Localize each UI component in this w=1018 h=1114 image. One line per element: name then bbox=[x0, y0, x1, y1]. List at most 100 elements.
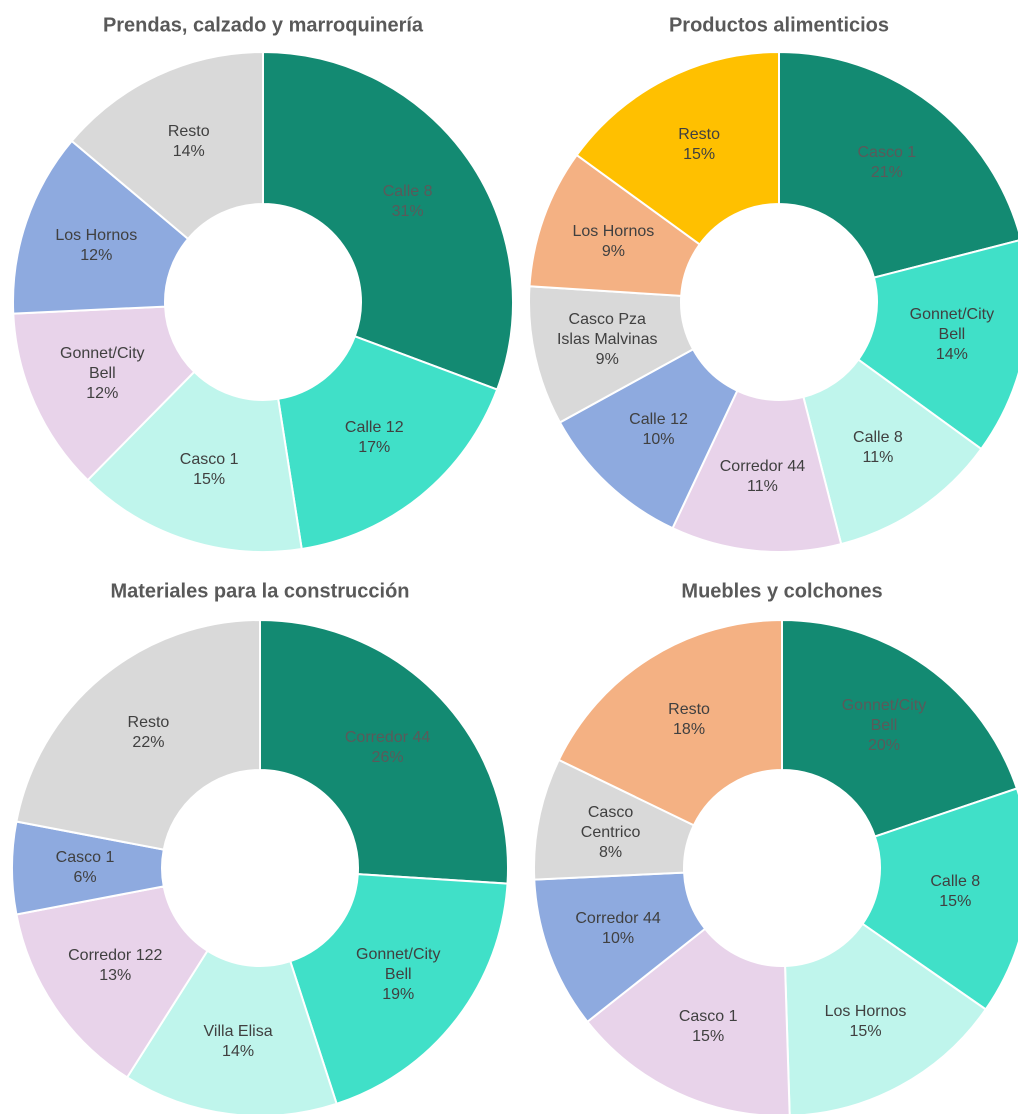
slice-label: Calle 8 11% bbox=[825, 428, 930, 468]
chart-title: Productos alimenticios bbox=[668, 14, 890, 37]
value-label: 11% bbox=[862, 448, 894, 466]
slice-label: Calle 12 10% bbox=[606, 410, 711, 450]
value-label: 8% bbox=[599, 843, 623, 861]
category-label: Gonnet/City Bell bbox=[60, 344, 145, 382]
slice bbox=[575, 50, 780, 246]
category-label: Casco 1 bbox=[55, 849, 115, 866]
value-label: 12% bbox=[86, 384, 119, 402]
category-label: Gonnet/City Bell bbox=[909, 305, 995, 343]
category-label: Calle 12 bbox=[629, 411, 688, 429]
value-label: 9% bbox=[595, 351, 619, 369]
slice bbox=[289, 873, 509, 1106]
slice-label: Casco Pza Islas Malvinas 9% bbox=[555, 310, 660, 370]
slice-label: Calle 12 17% bbox=[322, 418, 427, 458]
category-label: Corredor 44 bbox=[719, 458, 806, 476]
slice-label: Calle 8 31% bbox=[355, 182, 460, 222]
value-label: 17% bbox=[358, 439, 391, 457]
slice-label: Corredor 44 26% bbox=[335, 728, 440, 768]
slice-label: Corredor 122 13% bbox=[63, 946, 168, 986]
slice bbox=[861, 787, 1018, 1011]
category-label: Calle 8 bbox=[853, 428, 903, 446]
value-label: 13% bbox=[99, 967, 132, 985]
value-label: 26% bbox=[371, 749, 404, 767]
category-label: Casco 1 bbox=[857, 143, 917, 161]
slice bbox=[15, 885, 209, 1079]
slice-label: Corredor 44 10% bbox=[566, 909, 671, 949]
category-label: Calle 8 bbox=[930, 873, 981, 891]
category-label: Corredor 44 bbox=[575, 910, 661, 928]
slice-label: Los Hornos 9% bbox=[561, 222, 666, 262]
value-label: 15% bbox=[849, 1022, 882, 1040]
slice-label: Casco 1 15% bbox=[157, 450, 262, 490]
slice-label: Resto 15% bbox=[647, 125, 752, 165]
value-label: 6% bbox=[73, 869, 97, 886]
value-label: 10% bbox=[602, 930, 635, 948]
value-label: 31% bbox=[391, 202, 424, 220]
chart-title: Muebles y colchones bbox=[681, 580, 883, 603]
slice-label: Calle 8 15% bbox=[903, 872, 1008, 912]
slice bbox=[86, 370, 303, 554]
slice-label: Gonnet/City Bell 19% bbox=[346, 945, 451, 1005]
category-label: Villa Elisa bbox=[203, 1022, 273, 1040]
value-label: 15% bbox=[692, 1027, 725, 1045]
slice bbox=[781, 618, 1018, 838]
category-label: Casco Pza Islas Malvinas bbox=[556, 311, 658, 349]
category-label: Casco Centrico bbox=[580, 803, 641, 841]
chart-title: Prendas, calzado y marroquinería bbox=[102, 14, 424, 37]
slice bbox=[778, 50, 1018, 279]
value-label: 14% bbox=[935, 345, 968, 363]
category-label: Los Hornos bbox=[55, 226, 138, 244]
slice bbox=[15, 618, 261, 851]
slice bbox=[802, 358, 983, 546]
slice-label: Gonnet/City Bell 14% bbox=[899, 305, 1004, 365]
slice-label: Los Hornos 12% bbox=[44, 226, 149, 266]
category-label: Los Hornos bbox=[824, 1002, 907, 1020]
slice bbox=[671, 389, 843, 553]
value-label: 15% bbox=[193, 470, 226, 488]
value-label: 10% bbox=[642, 431, 675, 449]
value-label: 21% bbox=[870, 163, 903, 181]
slice-label: Resto 22% bbox=[96, 713, 201, 753]
category-label: Gonnet/City Bell bbox=[356, 946, 441, 984]
slice bbox=[12, 139, 190, 315]
value-label: 15% bbox=[939, 893, 972, 911]
value-label: 12% bbox=[80, 246, 113, 264]
category-label: Calle 12 bbox=[344, 419, 404, 437]
slice-label: Villa Elisa 14% bbox=[186, 1022, 291, 1062]
slice bbox=[262, 50, 514, 391]
slice-label: Casco 1 6% bbox=[33, 848, 138, 888]
category-label: Resto bbox=[678, 126, 720, 144]
category-label: Corredor 122 bbox=[68, 947, 163, 965]
slice bbox=[125, 949, 338, 1114]
value-label: 20% bbox=[867, 736, 900, 754]
category-label: Resto bbox=[127, 714, 170, 732]
slice bbox=[557, 618, 783, 827]
slice-label: Resto 14% bbox=[136, 122, 241, 162]
category-label: Calle 8 bbox=[382, 182, 433, 200]
value-label: 22% bbox=[132, 734, 165, 752]
value-label: 18% bbox=[673, 720, 706, 738]
category-label: Los Hornos bbox=[572, 223, 655, 241]
slice bbox=[856, 239, 1018, 451]
category-label: Casco 1 bbox=[179, 450, 239, 468]
slice-label: Casco Centrico 8% bbox=[558, 803, 663, 863]
slice-label: Casco 1 15% bbox=[656, 1007, 761, 1047]
category-label: Resto bbox=[167, 123, 210, 141]
slice bbox=[784, 922, 988, 1114]
slice-label: Gonnet/City Bell 12% bbox=[50, 344, 155, 404]
category-label: Corredor 44 bbox=[344, 729, 431, 747]
slice-label: Corredor 44 11% bbox=[710, 457, 815, 497]
category-label: Gonnet/City Bell bbox=[841, 696, 927, 734]
value-label: 14% bbox=[172, 143, 205, 161]
slice-label: Casco 1 21% bbox=[834, 143, 939, 183]
value-label: 14% bbox=[222, 1042, 255, 1060]
slice bbox=[277, 335, 499, 551]
slice bbox=[12, 305, 196, 482]
category-label: Resto bbox=[668, 700, 710, 718]
chart-title: Materiales para la construcción bbox=[110, 580, 410, 603]
slice-label: Gonnet/City Bell 20% bbox=[831, 696, 936, 756]
slice-label: Los Hornos 15% bbox=[813, 1002, 918, 1042]
value-label: 9% bbox=[601, 243, 625, 261]
